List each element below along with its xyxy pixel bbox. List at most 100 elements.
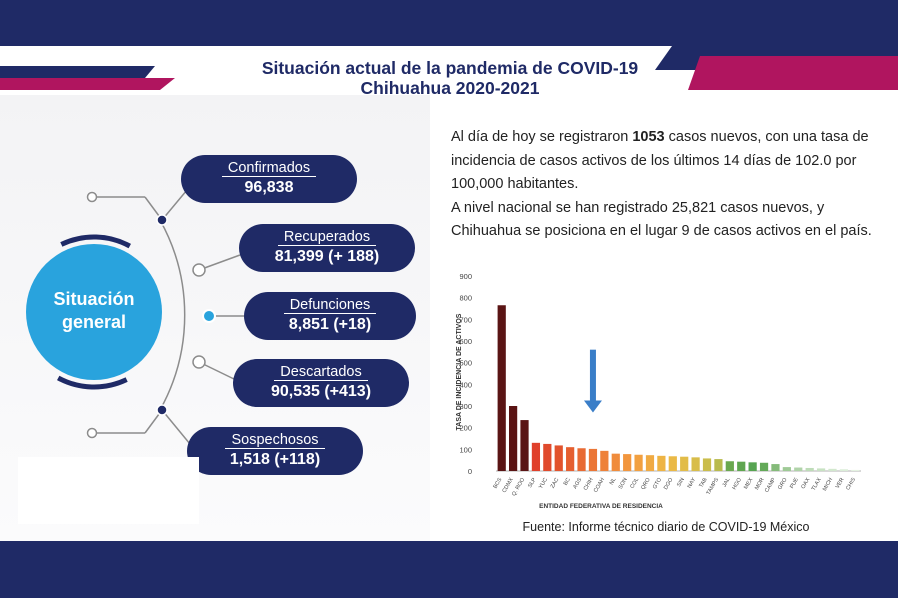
x-tick-label: MEX [743, 477, 754, 491]
bar-gro [782, 467, 791, 471]
chih-arrow-icon [583, 349, 602, 413]
stat-descartados: Descartados 90,535 (+413) [233, 359, 409, 407]
stat-value: 8,851 (+18) [288, 316, 372, 333]
bar-oax [805, 467, 814, 471]
x-tick-label: COAH [593, 477, 606, 494]
bar-gto [657, 455, 666, 471]
stat-label: Descartados [274, 364, 368, 381]
x-tick-label: CAMP [764, 477, 777, 494]
bar-ags [577, 448, 586, 471]
bar-camp [771, 464, 780, 471]
stat-label: Sospechosos [225, 432, 325, 449]
x-tick-label: VER [835, 477, 846, 490]
bar-nl [611, 453, 620, 471]
bar-pue [794, 467, 803, 471]
stat-value: 1,518 (+118) [229, 451, 321, 468]
x-tick-label: SIN [676, 477, 686, 488]
center-label-line-1: Situación [53, 289, 135, 309]
stat-label: Confirmados [221, 160, 317, 177]
x-tick-label: BC [563, 477, 572, 487]
title-line-1: Situación actual de la pandemia de COVID… [261, 58, 639, 78]
x-tick-label: ZAC [550, 477, 561, 490]
bar-sin [680, 456, 689, 471]
x-tick-label: SON [618, 477, 629, 490]
bar-chis [851, 469, 860, 471]
x-tick-label: NL [609, 477, 618, 486]
bar-mich [828, 468, 837, 471]
bar-coah [600, 450, 609, 471]
stat-defunciones: Defunciones 8,851 (+18) [244, 292, 416, 340]
x-tick-label: HGO [732, 476, 744, 490]
x-tick-label: MICH [822, 477, 834, 492]
bar-mor [759, 462, 769, 471]
stat-value: 81,399 (+ 188) [274, 248, 380, 265]
x-tick-label: GRO [777, 476, 789, 490]
y-tick-label: 500 [459, 359, 472, 368]
x-tick-label: JAL [722, 477, 732, 488]
center-label-line-2: general [61, 312, 127, 332]
stat-value: 90,535 (+413) [270, 383, 372, 400]
bar-qro [645, 455, 655, 471]
bar-son [623, 454, 632, 471]
x-tick-label: SLP [527, 477, 538, 489]
bar-tlax [816, 468, 826, 471]
x-tick-label: NAY [687, 477, 698, 490]
x-tick-label: PUE [789, 477, 800, 490]
p1-after: casos nuevos, con una tasa de incidencia… [451, 129, 869, 192]
summary-text: Al día de hoy se registraron 1053 casos … [451, 126, 881, 244]
x-tick-label: GTO [652, 476, 663, 490]
x-tick-label: DGO [663, 476, 675, 490]
p1-bold-count: 1053 [632, 129, 665, 145]
p1-before: Al día de hoy se registraron [451, 129, 633, 145]
y-axis-label: TASA DE INCIDENCIA DE ACTIVOS [456, 313, 463, 430]
stat-recuperados: Recuperados 81,399 (+ 188) [239, 224, 415, 272]
y-tick-label: 100 [459, 445, 472, 454]
x-tick-label: BCS [493, 477, 504, 490]
bar-q-roo [520, 420, 529, 471]
x-tick-label: MOR [754, 477, 766, 491]
decorative-stripes [0, 46, 898, 90]
stat-value: 96,838 [244, 179, 294, 196]
bottom-band [0, 541, 898, 598]
y-tick-label: 200 [459, 424, 472, 433]
stat-label: Recuperados [277, 229, 377, 246]
y-tick-label: 400 [459, 380, 472, 389]
y-tick-label: 0 [468, 467, 472, 476]
x-tick-label: COL [629, 477, 640, 490]
bar-mex [748, 462, 757, 471]
blank-box [18, 457, 199, 524]
stat-sospechosos: Sospechosos 1,518 (+118) [187, 427, 363, 475]
stat-label: Defunciones [283, 297, 377, 314]
summary-paragraph-1: Al día de hoy se registraron 1053 casos … [451, 126, 881, 197]
situacion-general-label: Situación general [30, 288, 158, 334]
y-tick-label: 800 [459, 294, 472, 303]
bar-ver [839, 469, 848, 471]
source-note: Fuente: Informe técnico diario de COVID-… [522, 520, 810, 534]
x-tick-label: TAB [698, 477, 709, 489]
bar-bc [566, 447, 575, 471]
y-tick-label: 700 [459, 315, 472, 324]
y-tick-label: 900 [459, 272, 472, 281]
x-tick-label: AGS [572, 477, 583, 490]
bar-zac [554, 445, 563, 471]
x-tick-label: QRO [640, 476, 652, 490]
bar-yuc [543, 443, 552, 471]
chart-svg: TASA DE INCIDENCIA DE ACTIVOS ENTIDAD FE… [456, 272, 861, 510]
incidence-chart: TASA DE INCIDENCIA DE ACTIVOS ENTIDAD FE… [451, 266, 879, 511]
y-tick-label: 600 [459, 337, 472, 346]
bar-chih [588, 448, 598, 471]
bar-cdmx [509, 406, 518, 471]
page-title: Situación actual de la pandemia de COVID… [190, 58, 710, 98]
bar-slp [531, 442, 541, 471]
y-tick-label: 300 [459, 402, 472, 411]
bar-tamps [714, 459, 723, 471]
bar-col [634, 454, 643, 471]
bar-jal [725, 461, 734, 471]
title-line-2: Chihuahua 2020-2021 [360, 78, 540, 98]
top-band [0, 0, 898, 46]
bar-bcs [497, 305, 506, 471]
x-tick-label: OAX [800, 477, 811, 490]
bar-dgo [668, 456, 677, 471]
x-tick-label: CHIH [583, 477, 595, 492]
